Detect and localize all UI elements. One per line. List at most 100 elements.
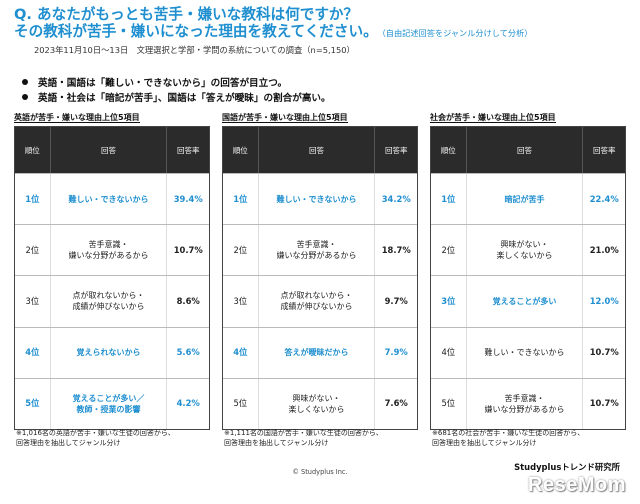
rank-cell: 3位 [431, 276, 467, 327]
ranking-panel: 社会が苦手・嫌いな理由上位5項目 順位 回答 回答率 1位 暗記が苦手 22.4% 2位 興味が… [430, 112, 626, 430]
table-row: 4位 覚えられないから 5.6% [15, 326, 209, 378]
finding-text: 英語・国語は「難しい・できないから」の回答が目立つ。 [38, 77, 288, 89]
finding-text: 英語・社会は「暗記が苦手」、国語は「答えが曖昧」の割合が高い。 [38, 92, 331, 104]
table-row: 1位 難しい・できないから 34.2% [223, 173, 417, 225]
answer-cell: 興味がない・ 楽しくないから [467, 225, 584, 276]
table-row: 5位 興味がない・ 楽しくないから 7.6% [223, 377, 417, 429]
table-row: 2位 苦手意識・ 嫌いな分野があるから 10.7% [15, 224, 209, 276]
ranking-table: 順位 回答 回答率 1位 難しい・できないから 34.2% 2位 苦手意識・ 嫌いな分野があるか… [222, 126, 418, 430]
answer-cell: 難しい・できないから [259, 174, 376, 225]
ranking-table: 順位 回答 回答率 1位 暗記が苦手 22.4% 2位 興味がない・ 楽しくないから 21.0% 3… [430, 126, 626, 430]
header-rate: 回答率 [592, 145, 616, 155]
ranking-table: 順位 回答 回答率 1位 難しい・できないから 39.4% 2位 苦手意識・ 嫌いな分野があるか… [14, 126, 210, 430]
rate-cell: 34.2% [381, 193, 411, 204]
table-row: 2位 苦手意識・ 嫌いな分野があるから 18.7% [223, 224, 417, 276]
panel-title-text: 国語が苦手・嫌いな理由上位5項目 [222, 113, 348, 123]
rate-cell: 22.4% [589, 193, 619, 204]
answer-cell: 苦手意識・ 嫌いな分野があるから [259, 225, 376, 276]
rank-cell: 1位 [15, 174, 51, 225]
header-rank: 順位 [431, 127, 467, 173]
ranking-panel: 国語が苦手・嫌いな理由上位5項目 順位 回答 回答率 1位 難しい・できないから 34.2%… [222, 112, 418, 430]
answer-cell: 興味がない・ 楽しくないから [259, 378, 376, 429]
rank-cell: 5位 [223, 378, 259, 429]
answer-cell: 苦手意識・ 嫌いな分野があるから [467, 378, 584, 429]
resemom-logo: ReseMom [528, 474, 626, 496]
answer-cell: 覚えることが多い／ 教師・授業の影響 [51, 378, 168, 429]
finding-item: 英語・社会は「暗記が苦手」、国語は「答えが曖昧」の割合が高い。 [22, 89, 331, 104]
title-note: （自由記述回答をジャンル分けして分析） [381, 28, 533, 38]
table-row: 2位 興味がない・ 楽しくないから 21.0% [431, 224, 625, 276]
survey-question-title: Q. あなたがもっとも苦手・嫌いな教科は何ですか？ その教科が苦手・嫌いになった… [14, 6, 626, 42]
rate-cell: 18.7% [381, 244, 411, 255]
panel-footnote: ※1,111名の国語が苦手・嫌いな生徒の回答から、 回答理由を抽出してジャンル分け [224, 429, 383, 447]
rank-cell: 5位 [431, 378, 467, 429]
header-rank: 順位 [223, 127, 259, 173]
panel-title: 社会が苦手・嫌いな理由上位5項目 [430, 112, 626, 126]
bullet-dot-icon [22, 93, 28, 100]
table-row: 3位 点が取れないから・ 成績が伸びないから 8.6% [15, 275, 209, 327]
rank-cell: 4位 [223, 327, 259, 378]
table-row: 4位 難しい・できないから 10.7% [431, 326, 625, 378]
panel-footnote: ※1,016名の英語が苦手・嫌いな生徒の回答から、 回答理由を抽出してジャンル分け [16, 429, 175, 447]
answer-cell: 覚えられないから [51, 327, 168, 378]
rate-cell: 7.9% [384, 347, 408, 358]
rate-cell: 39.4% [173, 193, 203, 204]
rank-cell: 2位 [223, 225, 259, 276]
table-row: 3位 点が取れないから・ 成績が伸びないから 9.7% [223, 275, 417, 327]
table-row: 4位 答えが曖昧だから 7.9% [223, 326, 417, 378]
title-line-1: Q. あなたがもっとも苦手・嫌いな教科は何ですか？ [14, 6, 359, 23]
header-rate: 回答率 [176, 145, 200, 155]
finding-item: 英語・国語は「難しい・できないから」の回答が目立つ。 [22, 74, 331, 89]
table-row: 3位 覚えることが多い 12.0% [431, 275, 625, 327]
header-answer: 回答 [259, 127, 376, 173]
table-header: 順位 回答 回答率 [15, 127, 209, 173]
table-row: 5位 苦手意識・ 嫌いな分野があるから 10.7% [431, 377, 625, 429]
rank-cell: 2位 [15, 225, 51, 276]
table-row: 1位 暗記が苦手 22.4% [431, 173, 625, 225]
panel-title-text: 英語が苦手・嫌いな理由上位5項目 [14, 113, 140, 123]
rate-cell: 9.7% [384, 295, 408, 306]
rank-cell: 2位 [431, 225, 467, 276]
header-answer: 回答 [51, 127, 168, 173]
rank-cell: 4位 [15, 327, 51, 378]
answer-cell: 覚えることが多い [467, 276, 584, 327]
bullet-dot-icon [22, 78, 28, 85]
panel-footnote: ※681名の社会が苦手・嫌いな生徒の回答から、 回答理由を抽出してジャンル分け [432, 429, 585, 447]
panel-title: 国語が苦手・嫌いな理由上位5項目 [222, 112, 418, 126]
rank-cell: 3位 [223, 276, 259, 327]
table-row: 1位 難しい・できないから 39.4% [15, 173, 209, 225]
rate-cell: 10.7% [173, 244, 203, 255]
answer-cell: 難しい・できないから [51, 174, 168, 225]
panel-title: 英語が苦手・嫌いな理由上位5項目 [14, 112, 210, 126]
header-rate: 回答率 [384, 145, 408, 155]
answer-cell: 答えが曖昧だから [259, 327, 376, 378]
rate-cell: 4.2% [176, 398, 200, 409]
answer-cell: 点が取れないから・ 成績が伸びないから [259, 276, 376, 327]
survey-subtitle: 2023年11月10日～13日 文理選択と学部・学問の系統についての調査（n=5… [34, 45, 355, 55]
rate-cell: 10.7% [589, 398, 619, 409]
table-row: 5位 覚えることが多い／ 教師・授業の影響 4.2% [15, 377, 209, 429]
header-rank: 順位 [15, 127, 51, 173]
rate-cell: 8.6% [176, 295, 200, 306]
answer-cell: 難しい・できないから [467, 327, 584, 378]
rank-cell: 4位 [431, 327, 467, 378]
key-findings: 英語・国語は「難しい・できないから」の回答が目立つ。 英語・社会は「暗記が苦手」… [22, 74, 331, 104]
rank-cell: 1位 [431, 174, 467, 225]
header-answer: 回答 [467, 127, 584, 173]
table-header: 順位 回答 回答率 [431, 127, 625, 173]
title-line-2-text: その教科が苦手・嫌いになった理由を教えてください。 [14, 23, 378, 40]
rank-cell: 3位 [15, 276, 51, 327]
table-header: 順位 回答 回答率 [223, 127, 417, 173]
rate-cell: 5.6% [176, 347, 200, 358]
brand-name: Studyplusトレンド研究所 [514, 462, 620, 472]
rank-cell: 5位 [15, 378, 51, 429]
ranking-panel: 英語が苦手・嫌いな理由上位5項目 順位 回答 回答率 1位 難しい・できないから 39.4%… [14, 112, 210, 430]
rate-cell: 10.7% [589, 347, 619, 358]
rank-cell: 1位 [223, 174, 259, 225]
rate-cell: 7.6% [384, 398, 408, 409]
title-line-2: その教科が苦手・嫌いになった理由を教えてください。 （自由記述回答をジャンル分けし… [14, 23, 626, 42]
answer-cell: 暗記が苦手 [467, 174, 584, 225]
panel-title-text: 社会が苦手・嫌いな理由上位5項目 [430, 113, 556, 123]
rate-cell: 12.0% [589, 295, 619, 306]
answer-cell: 苦手意識・ 嫌いな分野があるから [51, 225, 168, 276]
